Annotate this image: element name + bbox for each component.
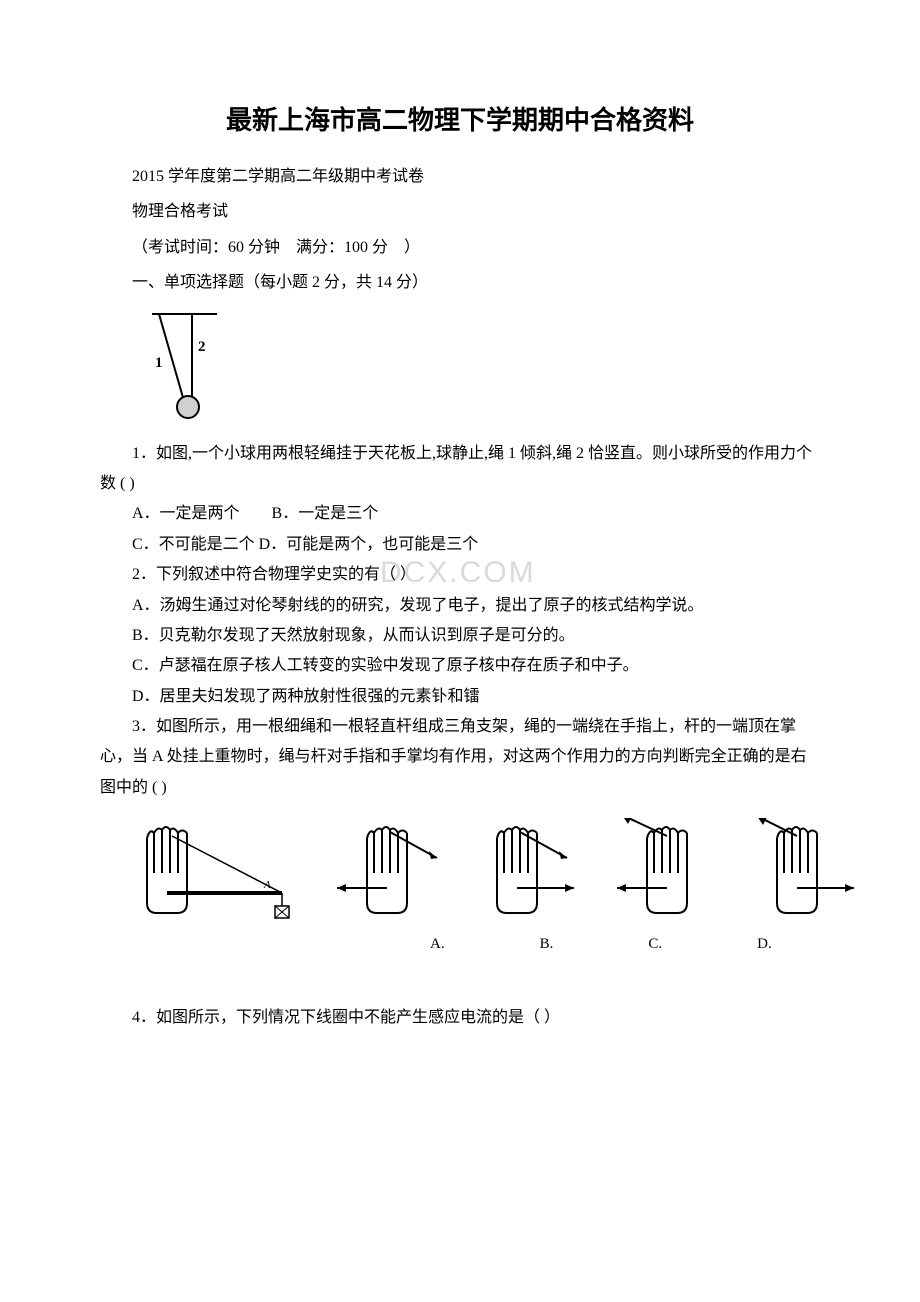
- q3-option-c-diagram: [612, 818, 722, 928]
- q1-label-1: 1: [155, 355, 163, 371]
- q1-options-ab: A．一定是两个 B．一定是三个: [100, 499, 820, 529]
- q1-label-2: 2: [198, 339, 206, 355]
- q2-option-d: D．居里夫妇发现了两种放射性很强的元素钋和镭: [100, 682, 820, 712]
- q3-text: 3．如图所示，用一根细绳和一根轻直杆组成三角支架，绳的一端绕在手指上，杆的一端顶…: [100, 712, 820, 803]
- q3-label-b: B.: [540, 936, 554, 953]
- q3-option-a-diagram: [332, 818, 442, 928]
- exam-time-line: （考试时间：60 分钟 满分：100 分 ）: [100, 233, 820, 263]
- q3-option-labels: A. B. C. D.: [430, 936, 820, 953]
- q2-option-a: A．汤姆生通过对伦琴射线的的研究，发现了电子，提出了原子的核式结构学说。: [100, 591, 820, 621]
- q3-label-c: C.: [648, 936, 662, 953]
- q3-diagrams: A: [132, 818, 820, 928]
- exam-year-line: 2015 学年度第二学期高二年级期中考试卷: [100, 162, 820, 192]
- q3-label-d: D.: [757, 936, 772, 953]
- exam-subject-line: 物理合格考试: [100, 197, 820, 227]
- section-1-heading: 一、单项选择题（每小题 2 分，共 14 分）: [100, 268, 820, 298]
- q4-text: 4．如图所示，下列情况下线圈中不能产生感应电流的是（ ）: [100, 1003, 820, 1033]
- q3-label-a: A.: [430, 936, 445, 953]
- q2-text: 2．下列叙述中符合物理学史实的有（ ）: [100, 560, 820, 590]
- q1-text: 1．如图,一个小球用两根轻绳挂于天花板上,球静止,绳 1 倾斜,绳 2 恰竖直。…: [100, 439, 820, 500]
- q3-left-diagram: A: [132, 818, 302, 928]
- q3-option-d-diagram: [752, 818, 862, 928]
- q2-option-b: B．贝克勒尔发现了天然放射现象，从而认识到原子是可分的。: [100, 621, 820, 651]
- page-title: 最新上海市高二物理下学期期中合格资料: [100, 100, 820, 137]
- q1-diagram: 1 2: [132, 309, 820, 429]
- q3-option-b-diagram: [472, 818, 582, 928]
- svg-text:A: A: [263, 879, 271, 891]
- q2-option-c: C．卢瑟福在原子核人工转变的实验中发现了原子核中存在质子和中子。: [100, 651, 820, 681]
